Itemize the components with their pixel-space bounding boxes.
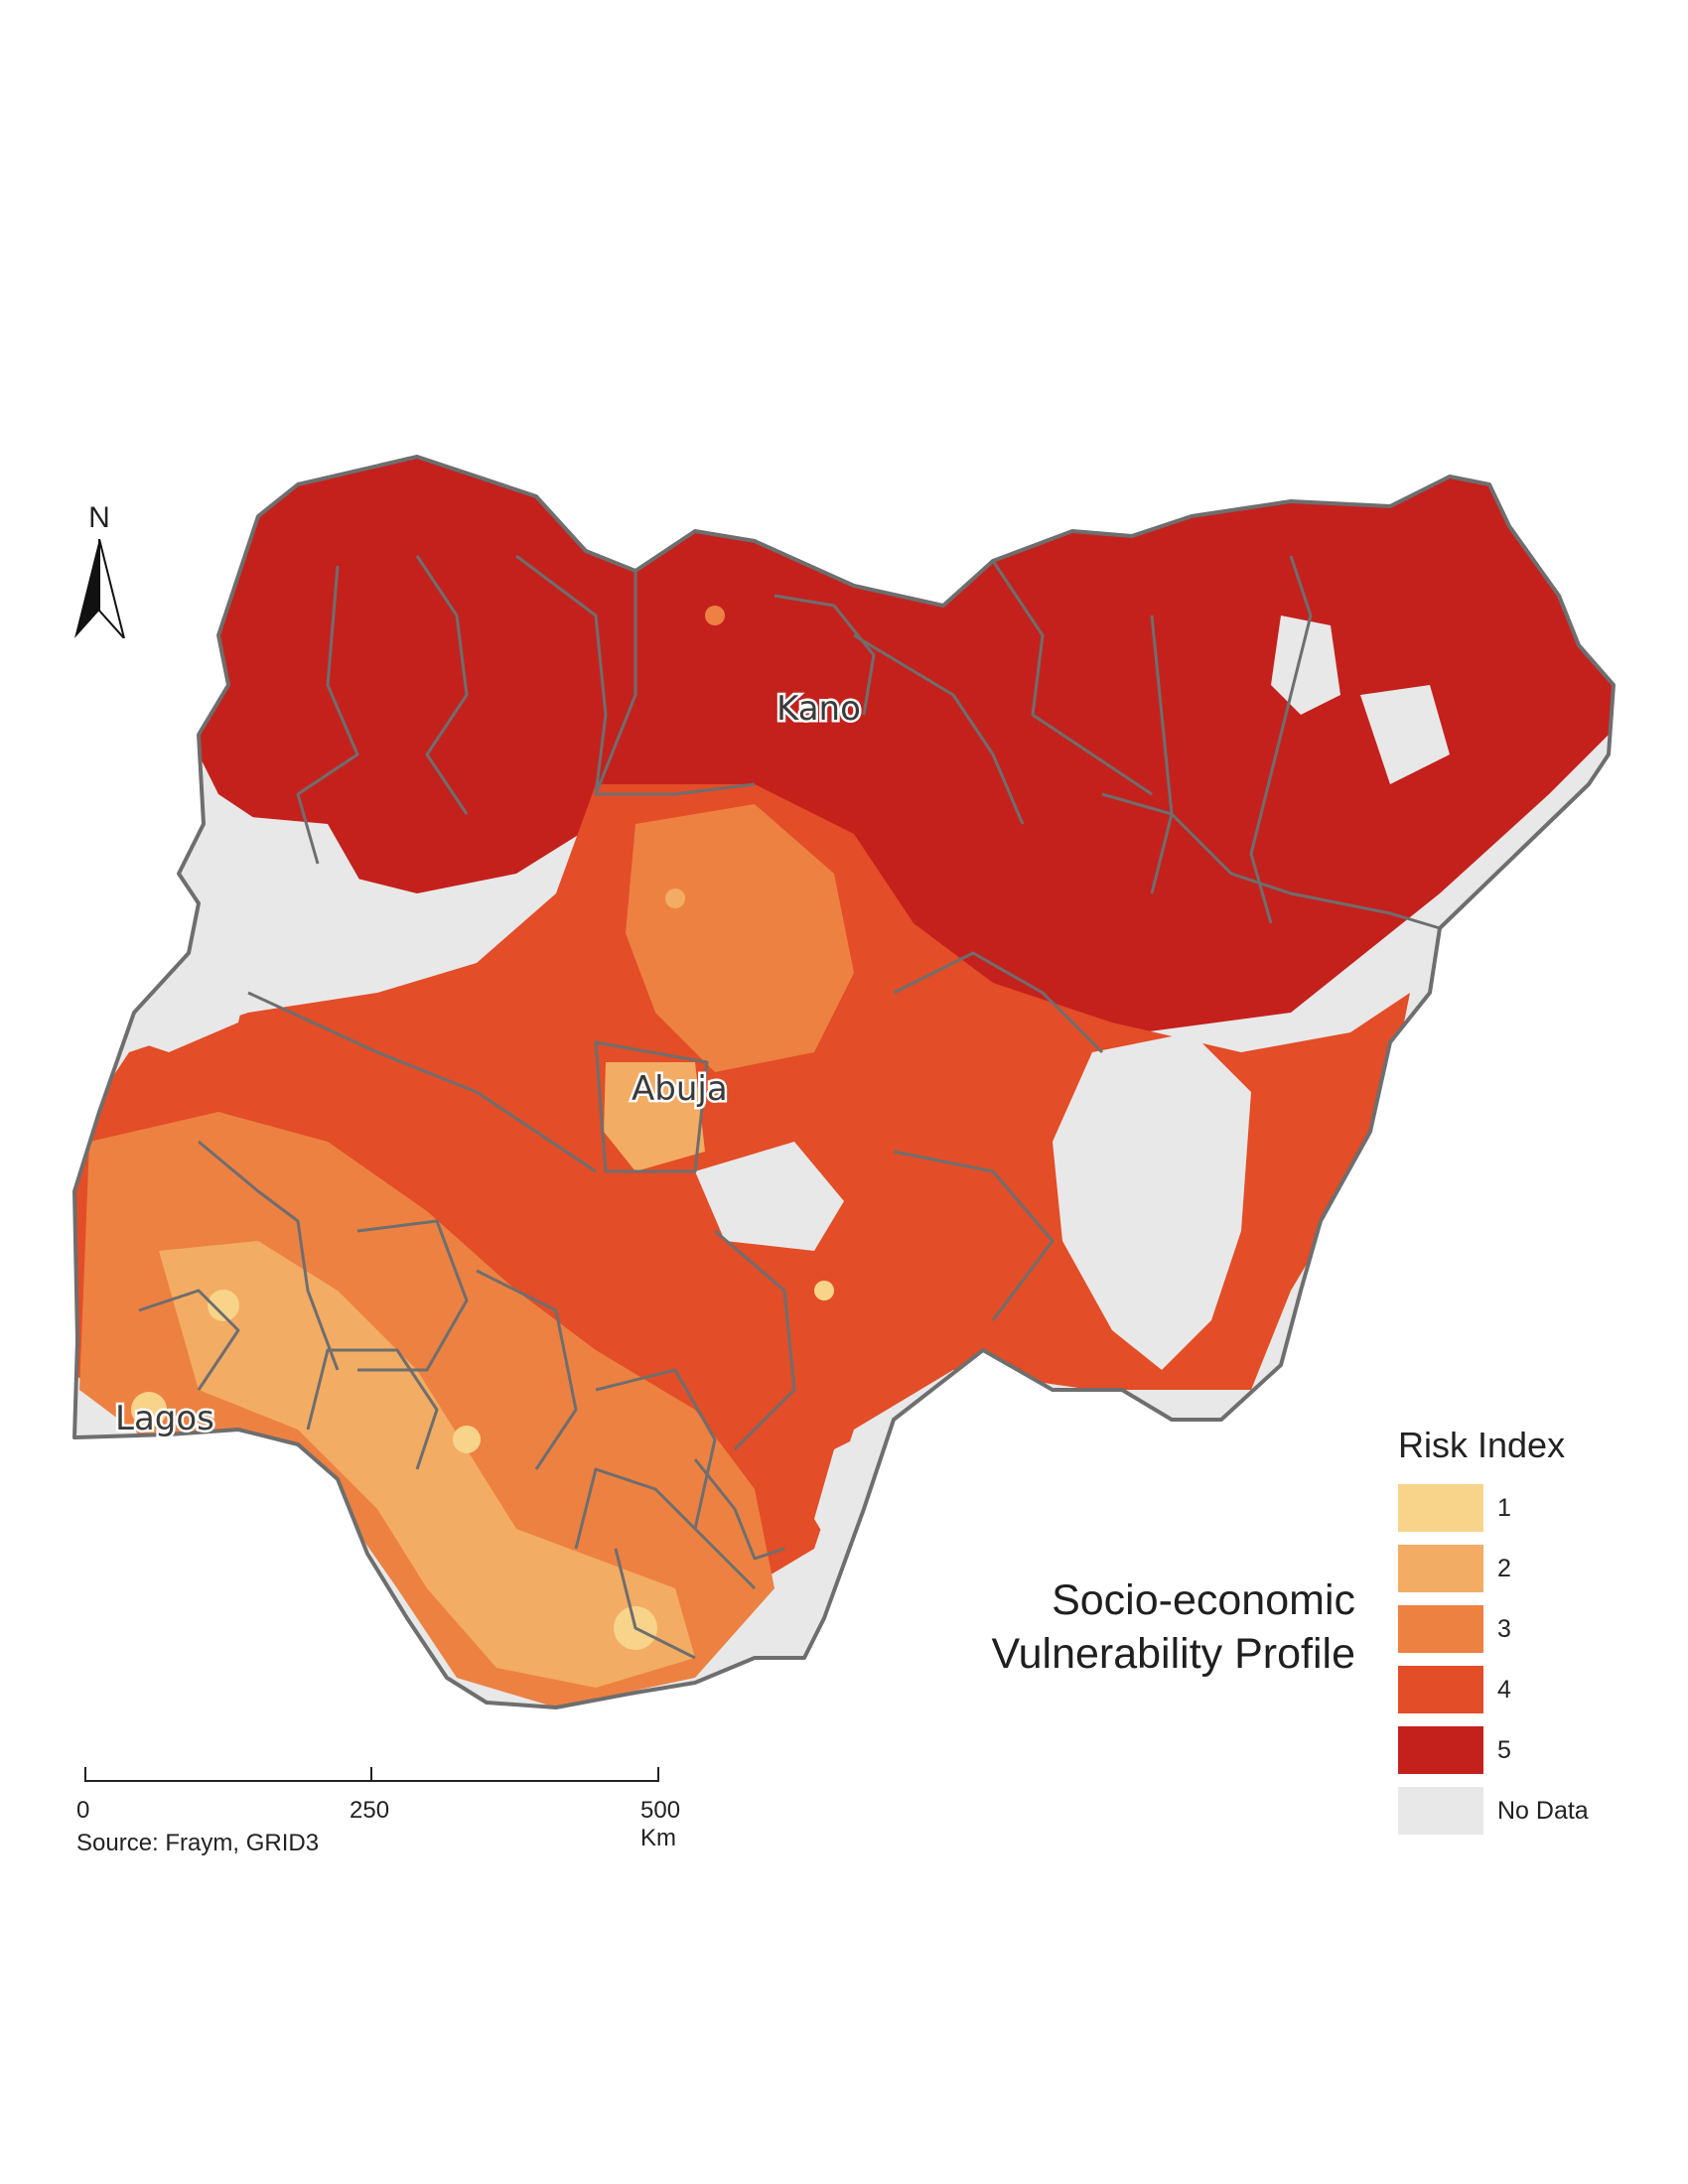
legend-swatch xyxy=(1398,1605,1483,1653)
state-boundaries xyxy=(138,554,1441,1660)
scale-bar: 0 250 500 Km xyxy=(76,1767,680,1851)
risk-hotspot-kano xyxy=(705,606,725,625)
map-title-line2: Vulnerability Profile xyxy=(991,1630,1355,1678)
scale-label-250: 250 xyxy=(350,1797,390,1824)
scale-line xyxy=(84,1780,659,1782)
risk-zone-5-north xyxy=(179,457,1614,1032)
legend-item: 3 xyxy=(1398,1605,1636,1653)
city-label-kano: Kano xyxy=(776,689,861,729)
map-title: Socio-economic Vulnerability Profile xyxy=(992,1573,1355,1681)
risk-hotspot-enugu xyxy=(814,1281,834,1300)
north-arrow-icon xyxy=(74,538,125,639)
country-outline xyxy=(72,455,1616,1709)
legend-label: No Data xyxy=(1497,1796,1589,1825)
legend-swatch xyxy=(1398,1726,1483,1774)
scale-tick-500 xyxy=(657,1767,659,1781)
legend-swatch xyxy=(1398,1545,1483,1592)
risk-raster xyxy=(74,457,1614,1707)
scale-tick-250 xyxy=(370,1767,372,1781)
no-data-northeast-2 xyxy=(1360,685,1450,784)
no-data-middle xyxy=(695,1142,844,1251)
risk-zone-2-abuja xyxy=(604,1062,705,1171)
legend-item: No Data xyxy=(1398,1787,1636,1835)
no-data-east xyxy=(1053,1032,1251,1370)
north-label: N xyxy=(88,501,110,534)
source-text: Source: Fraym, GRID3 xyxy=(76,1830,320,1856)
legend-item: 1 xyxy=(1398,1484,1636,1532)
risk-hotspot-kaduna xyxy=(665,888,685,908)
city-label-abuja: Abuja xyxy=(632,1069,728,1109)
risk-zone-3-center xyxy=(626,804,854,1072)
risk-hotspot-ibadan xyxy=(208,1290,239,1321)
risk-zone-2-southwest xyxy=(159,1241,695,1688)
legend-label: 5 xyxy=(1497,1735,1511,1764)
legend-swatch xyxy=(1398,1484,1483,1532)
legend: Risk Index 1 2 3 4 5 No Data xyxy=(1398,1425,1636,1847)
legend-item: 5 xyxy=(1398,1726,1636,1774)
scale-tick-0 xyxy=(84,1767,86,1781)
legend-title: Risk Index xyxy=(1398,1425,1566,1465)
legend-label: 4 xyxy=(1497,1675,1511,1704)
city-label-lagos: Lagos xyxy=(115,1399,214,1438)
north-arrow: N xyxy=(70,501,129,643)
map-title-line1: Socio-economic xyxy=(1052,1576,1355,1624)
legend-swatch xyxy=(1398,1787,1483,1835)
legend-item: 2 xyxy=(1398,1545,1636,1592)
risk-hotspot-lagos xyxy=(131,1392,167,1428)
scale-label-500: 500 Km xyxy=(640,1797,681,1851)
no-data-northeast xyxy=(1271,615,1340,715)
legend-item: 4 xyxy=(1398,1666,1636,1713)
no-data-northwest xyxy=(218,814,367,943)
risk-hotspot-benin xyxy=(453,1426,481,1453)
legend-label: 3 xyxy=(1497,1614,1511,1643)
scale-label-0: 0 xyxy=(76,1797,90,1824)
legend-label: 2 xyxy=(1497,1554,1511,1582)
legend-swatch xyxy=(1398,1666,1483,1713)
legend-label: 1 xyxy=(1497,1493,1511,1522)
